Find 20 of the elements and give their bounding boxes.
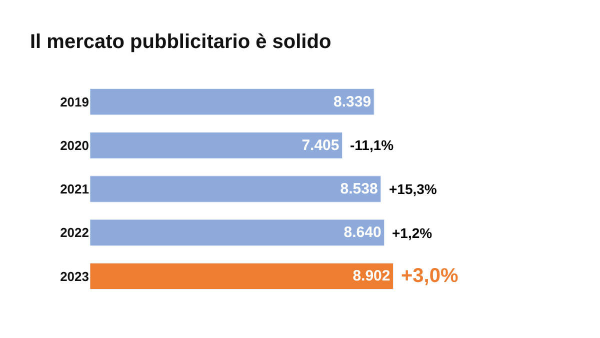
data-label: 8.339 (334, 93, 372, 110)
data-label: 8.640 (344, 224, 382, 242)
data-label: 8.538 (340, 180, 378, 198)
y-tick-label: 2021 (60, 182, 89, 197)
y-tick-label: 2020 (60, 138, 89, 153)
chart-title: Il mercato pubblicitario è solido (30, 30, 332, 53)
annotation: +15,3% (389, 181, 438, 197)
bar (90, 88, 374, 116)
data-label: 8.902 (352, 268, 390, 285)
y-tick-label: 2019 (60, 94, 89, 110)
bar (90, 132, 342, 159)
annotation: +3,0% (401, 265, 458, 287)
y-tick-label: 2022 (60, 225, 89, 240)
annotation: -11,1% (350, 137, 394, 153)
bar (90, 176, 382, 202)
annotation: +1,2% (392, 225, 433, 241)
bar (90, 262, 394, 290)
bar (90, 219, 385, 246)
y-tick-label: 2023 (60, 268, 89, 284)
data-label: 7.405 (302, 136, 340, 154)
